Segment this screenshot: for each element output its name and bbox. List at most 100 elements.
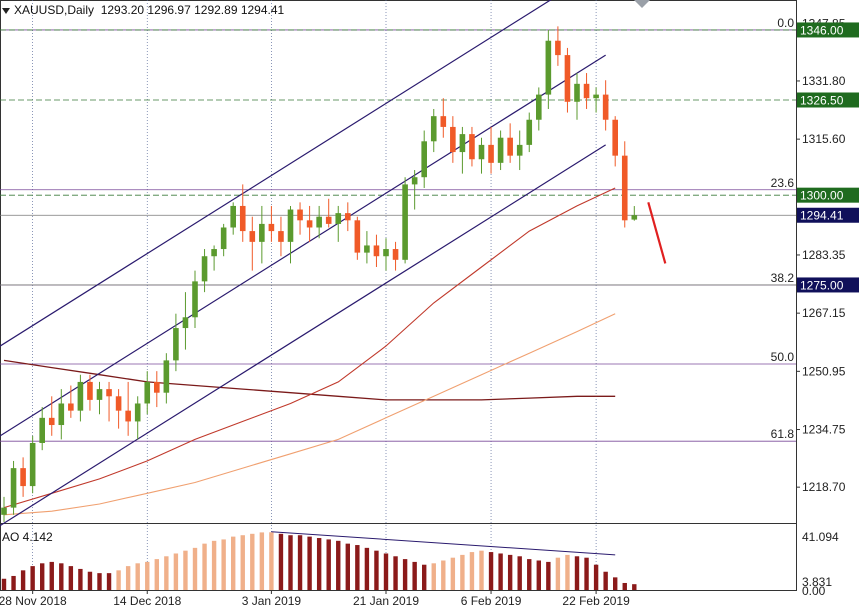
ao-bar bbox=[622, 582, 627, 590]
ao-bar bbox=[336, 540, 341, 590]
ao-tick-label: 3.831 bbox=[802, 575, 832, 589]
ao-bar bbox=[183, 550, 188, 590]
ao-bar bbox=[632, 584, 637, 590]
candle-body bbox=[602, 94, 609, 120]
ao-bar bbox=[125, 566, 131, 590]
ao-bar bbox=[211, 540, 217, 590]
candle-body bbox=[421, 141, 427, 178]
price-tag-label: 1294.41 bbox=[800, 209, 844, 223]
ao-bar bbox=[498, 553, 503, 590]
ao-bar bbox=[593, 564, 599, 590]
chart-header: XAUUSD,Daily 1293.20 1296.97 1292.89 129… bbox=[2, 3, 284, 17]
price-tag-label: 1346.00 bbox=[800, 23, 844, 37]
ao-bar bbox=[221, 539, 226, 590]
ao-bar bbox=[345, 543, 350, 590]
price-tag-label: 1275.00 bbox=[800, 278, 844, 292]
price-tag-box bbox=[797, 187, 859, 203]
ao-histogram bbox=[1, 531, 637, 590]
ao-bar bbox=[40, 563, 45, 590]
ao-bar bbox=[173, 553, 179, 590]
candle-body bbox=[392, 249, 399, 260]
candle-body bbox=[87, 381, 93, 400]
candle-body bbox=[192, 281, 198, 318]
ao-bar bbox=[135, 563, 140, 590]
y-tick-label: 1218.70 bbox=[802, 480, 846, 494]
candle-body bbox=[583, 83, 590, 99]
ao-divergence-line bbox=[271, 531, 616, 556]
ao-bar bbox=[565, 554, 570, 590]
candle-body bbox=[325, 216, 332, 224]
y-tick-label: 1234.75 bbox=[802, 423, 846, 437]
ao-bar bbox=[87, 571, 93, 590]
candle-body bbox=[1, 507, 7, 515]
candle-body bbox=[516, 144, 523, 156]
candle-body bbox=[259, 223, 265, 242]
candle-body bbox=[536, 94, 542, 120]
x-tick-label: 6 Feb 2019 bbox=[461, 594, 522, 608]
x-tick-label: 3 Jan 2019 bbox=[242, 594, 302, 608]
candle-body bbox=[440, 116, 447, 127]
candle-body bbox=[335, 213, 342, 224]
candle-body bbox=[354, 220, 361, 253]
ao-bar bbox=[154, 559, 159, 590]
candle-body bbox=[58, 403, 65, 426]
candle-body bbox=[96, 389, 103, 400]
ao-bar bbox=[97, 573, 102, 590]
ao-bar bbox=[78, 568, 83, 590]
ao-bar bbox=[316, 538, 322, 590]
candles bbox=[1, 26, 638, 522]
ao-bar bbox=[20, 570, 26, 590]
ao-tick-label: 41.094 bbox=[802, 530, 839, 544]
ao-bar bbox=[231, 536, 236, 590]
ma-mid-line bbox=[3, 313, 616, 516]
candle-body bbox=[383, 249, 389, 257]
candle-body bbox=[68, 403, 74, 411]
candle-body bbox=[287, 209, 294, 242]
x-tick-label: 21 Jan 2019 bbox=[353, 594, 419, 608]
candle-body bbox=[631, 215, 638, 220]
ao-bar bbox=[288, 535, 293, 590]
chart-shift-marker-icon bbox=[634, 0, 650, 8]
price-tags: 1346.00 1326.50 1300.00 1294.41 1275.00 bbox=[634, 0, 859, 293]
down-arrow-line bbox=[647, 202, 667, 264]
price-tag-box bbox=[797, 22, 859, 38]
y-tick-label: 1331.80 bbox=[802, 74, 846, 88]
price-tag-label: 1300.00 bbox=[800, 189, 844, 203]
ao-bar bbox=[517, 556, 522, 590]
ao-bar bbox=[116, 570, 121, 590]
ao-bar bbox=[422, 564, 427, 590]
y-tick-label: 1315.60 bbox=[802, 132, 846, 146]
ao-tick-label: 0.00 bbox=[802, 584, 826, 598]
candle-body bbox=[48, 417, 55, 426]
candle-body bbox=[507, 137, 513, 156]
candle-body bbox=[230, 205, 236, 228]
channel-upper-line bbox=[0, 0, 552, 347]
ao-bar bbox=[507, 554, 513, 590]
ao-bar bbox=[460, 554, 465, 590]
ao-bar bbox=[164, 556, 169, 590]
plot-frame bbox=[0, 0, 797, 591]
ao-bar bbox=[603, 571, 608, 590]
ao-bar bbox=[441, 560, 446, 590]
candle-body bbox=[10, 468, 17, 508]
ao-bar bbox=[202, 543, 207, 590]
ao-bar bbox=[355, 545, 360, 590]
candle-body bbox=[469, 134, 475, 160]
ao-bar bbox=[383, 553, 389, 590]
ao-bar bbox=[278, 533, 284, 590]
ma-fast-line bbox=[3, 187, 616, 509]
x-tick-label: 28 Nov 2018 bbox=[0, 594, 67, 608]
ao-bar bbox=[30, 566, 35, 590]
candle-body bbox=[621, 155, 628, 221]
candle-body bbox=[364, 245, 370, 253]
ao-bar bbox=[546, 561, 551, 590]
candle-body bbox=[450, 126, 456, 153]
ao-bar bbox=[450, 557, 456, 590]
ao-bar bbox=[412, 561, 417, 590]
ao-bar bbox=[393, 556, 398, 590]
down-arrow-annotation bbox=[647, 202, 667, 264]
y-tick-label: 1283.35 bbox=[802, 248, 846, 262]
ao-indicator-label: AO 4.142 bbox=[2, 530, 53, 544]
candle-body bbox=[154, 381, 160, 393]
